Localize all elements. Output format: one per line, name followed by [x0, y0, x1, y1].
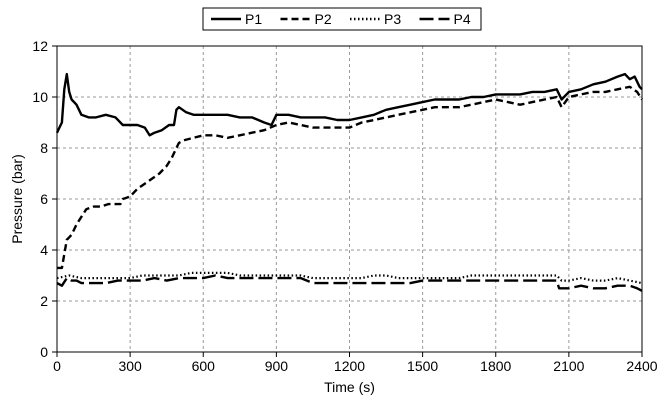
y-tick-label: 0 [40, 344, 48, 360]
y-tick-label: 6 [40, 191, 48, 207]
x-axis-label: Time (s) [324, 379, 375, 395]
x-tick-label: 1200 [334, 358, 365, 374]
y-tick-label: 12 [32, 38, 48, 54]
x-tick-label: 2400 [626, 358, 657, 374]
y-axis-label: Pressure (bar) [9, 154, 25, 243]
x-tick-label: 300 [118, 358, 142, 374]
legend-box [202, 7, 482, 31]
legend-label-p1: P1 [245, 11, 262, 27]
grid [57, 46, 642, 352]
y-axis: 0 2 4 6 8 10 12 [32, 38, 57, 360]
series-line-p1 [55, 72, 643, 137]
series-line-p4 [56, 274, 643, 292]
x-tick-label: 0 [53, 358, 61, 374]
x-tick-label: 600 [192, 358, 216, 374]
series-layer [55, 72, 644, 292]
legend-label-p2: P2 [315, 11, 332, 27]
legend-label-p4: P4 [454, 11, 471, 27]
x-axis: 0 300 600 900 1200 1500 1800 2100 2400 [53, 352, 658, 374]
legend-label-p3: P3 [384, 11, 401, 27]
x-tick-label: 2100 [553, 358, 584, 374]
y-tick-label: 8 [40, 140, 48, 156]
x-tick-label: 1800 [480, 358, 511, 374]
legend: P1 P2 P3 P4 [202, 7, 482, 31]
y-tick-label: 10 [32, 89, 48, 105]
x-tick-label: 1500 [407, 358, 438, 374]
y-tick-label: 2 [40, 293, 48, 309]
y-tick-label: 4 [40, 242, 48, 258]
x-tick-label: 900 [265, 358, 289, 374]
series-line-p3 [56, 271, 643, 285]
series-line-p2 [57, 85, 644, 270]
